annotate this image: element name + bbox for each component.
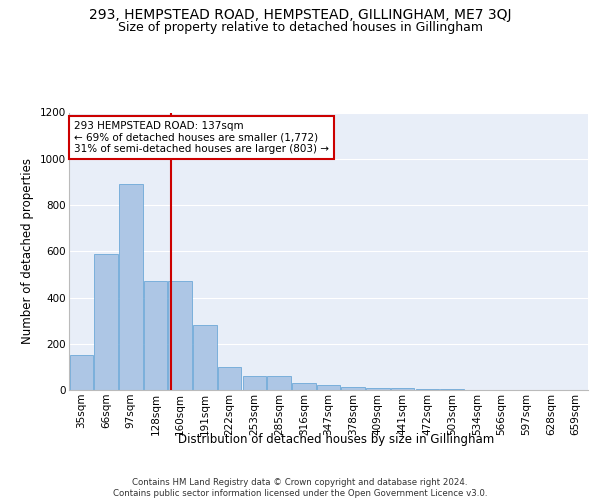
Bar: [193, 325, 217, 390]
Text: Contains HM Land Registry data © Crown copyright and database right 2024.
Contai: Contains HM Land Registry data © Crown c…: [113, 478, 487, 498]
Text: 293 HEMPSTEAD ROAD: 137sqm
← 69% of detached houses are smaller (1,772)
31% of s: 293 HEMPSTEAD ROAD: 137sqm ← 69% of deta…: [74, 121, 329, 154]
Bar: [341, 386, 365, 390]
Bar: [70, 356, 93, 390]
Bar: [366, 388, 389, 390]
Bar: [144, 282, 167, 390]
Bar: [94, 254, 118, 390]
Bar: [169, 282, 192, 390]
Bar: [119, 184, 143, 390]
Bar: [292, 383, 316, 390]
Text: Size of property relative to detached houses in Gillingham: Size of property relative to detached ho…: [118, 21, 482, 34]
Bar: [242, 376, 266, 390]
Bar: [218, 367, 241, 390]
Bar: [317, 386, 340, 390]
Bar: [268, 376, 291, 390]
Text: Distribution of detached houses by size in Gillingham: Distribution of detached houses by size …: [178, 432, 494, 446]
Text: 293, HEMPSTEAD ROAD, HEMPSTEAD, GILLINGHAM, ME7 3QJ: 293, HEMPSTEAD ROAD, HEMPSTEAD, GILLINGH…: [89, 8, 511, 22]
Bar: [416, 389, 439, 390]
Bar: [391, 388, 415, 390]
Y-axis label: Number of detached properties: Number of detached properties: [22, 158, 34, 344]
